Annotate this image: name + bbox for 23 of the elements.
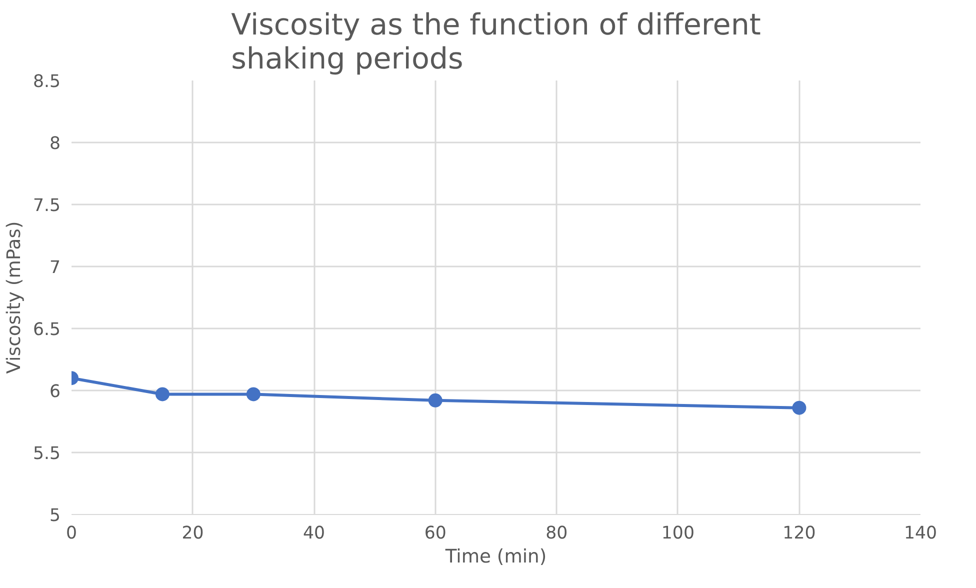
point: [246, 387, 260, 402]
point: [428, 393, 442, 408]
y-axis-title: Viscosity (mPas): [4, 221, 25, 374]
x-tick-label: 40: [303, 524, 326, 544]
x-tick-label: 80: [546, 524, 568, 544]
x-tick-label: 60: [424, 524, 446, 544]
x-tick-label: 120: [782, 524, 816, 544]
x-tick-label: 20: [182, 524, 204, 544]
y-tick-label: 6.5: [32, 320, 61, 340]
x-tick-label: 100: [661, 524, 694, 544]
chart-title: Viscosity as the function of different shaking periods: [231, 8, 761, 76]
x-tick-label: 140: [904, 524, 938, 544]
y-tick-label: 5: [49, 506, 61, 526]
y-tick-label: 7: [49, 258, 61, 278]
y-tick-label: 5.5: [32, 444, 61, 464]
x-axis-title: Time (min): [444, 546, 547, 568]
y-tick-label: 7.5: [32, 196, 61, 216]
point: [155, 387, 170, 402]
point: [792, 400, 806, 415]
y-tick-label: 8: [49, 134, 61, 154]
y-tick-label: 8.5: [32, 72, 61, 92]
x-tick-label: 0: [66, 524, 78, 544]
y-tick-label: 6: [49, 382, 61, 402]
